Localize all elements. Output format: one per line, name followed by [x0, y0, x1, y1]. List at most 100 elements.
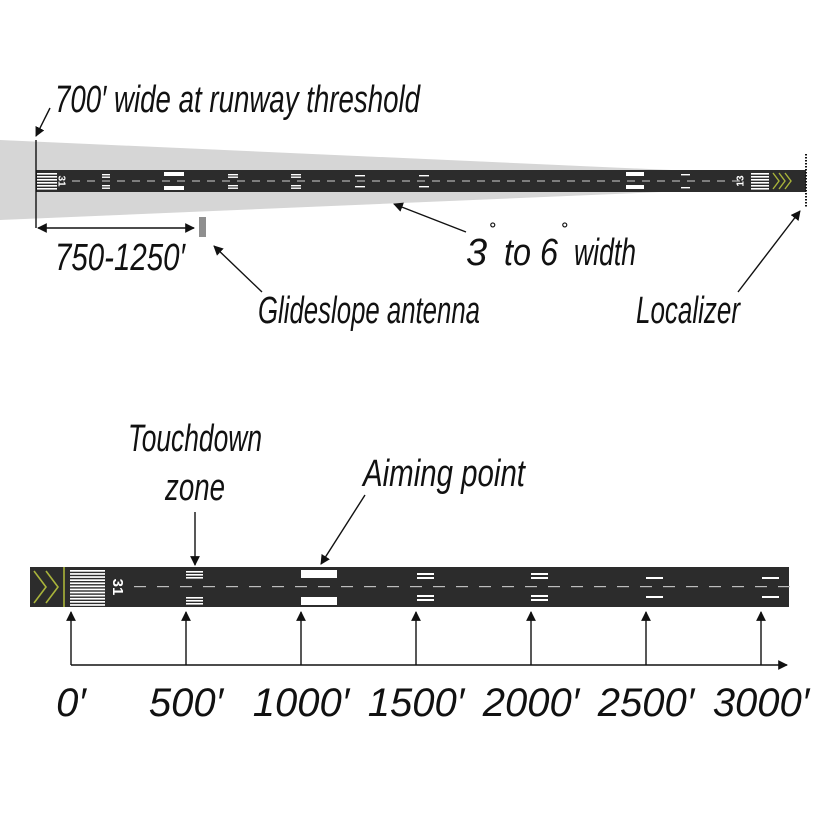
- top-runway-number-left: 31: [55, 175, 66, 187]
- distance-label: 750-1250′: [55, 237, 186, 279]
- beam-width-label: 3 ˚ to 6 ˚ width: [466, 220, 636, 274]
- centerline-dash: [617, 586, 629, 588]
- bottom-markings: [186, 570, 779, 605]
- centerline-dash: [507, 180, 515, 182]
- centerline-dash: [177, 180, 185, 182]
- centerline-dash: [132, 180, 140, 182]
- centerline-dash: [447, 180, 455, 182]
- centerline-dash: [663, 586, 675, 588]
- centerline-dash: [192, 180, 200, 182]
- threshold-bar: [70, 591, 105, 594]
- centerline-dash: [417, 180, 425, 182]
- beam-width-deg1: ˚: [488, 220, 496, 245]
- centerline-dash: [341, 586, 353, 588]
- centerline-dash: [372, 180, 380, 182]
- distance-scale-ticks: 0′ 500′ 1000′ 1500′ 2000′ 2500′ 3000′: [56, 611, 811, 725]
- touchdown-label-line1: Touchdown: [128, 418, 262, 460]
- centerline-dash: [525, 586, 537, 588]
- centerline-dash: [327, 180, 335, 182]
- centerline-dash: [249, 586, 261, 588]
- centerline-dash: [117, 180, 125, 182]
- threshold-bar: [70, 573, 105, 575]
- bottom-runway: [30, 567, 789, 607]
- distance-tick-label: 1500′: [368, 681, 466, 725]
- centerline-dash: [462, 180, 470, 182]
- centerline-dash: [147, 180, 155, 182]
- centerline-dash: [432, 180, 440, 182]
- glideslope-antenna: [199, 217, 206, 237]
- centerline-dash: [479, 586, 491, 588]
- centerline-dash: [597, 180, 605, 182]
- centerline-dash: [702, 180, 710, 182]
- beam-width-deg2: ˚: [560, 220, 568, 245]
- bottom-threshold-bars: [70, 570, 105, 606]
- centerline-dash: [297, 180, 305, 182]
- centerline-dash: [456, 586, 468, 588]
- centerline-dash: [342, 180, 350, 182]
- threshold-bar: [70, 582, 105, 585]
- centerline-dash: [357, 180, 365, 182]
- distance-tick-label: 3000′: [713, 681, 811, 725]
- centerline-dash: [180, 586, 192, 588]
- centerline-dash: [433, 586, 445, 588]
- centerline-dash: [552, 180, 560, 182]
- centerline-dash: [162, 180, 170, 182]
- threshold-bar: [70, 588, 105, 591]
- centerline-dash: [295, 586, 307, 588]
- threshold-width-label: 700′ wide at runway threshold: [55, 79, 421, 121]
- centerline-dash: [642, 180, 650, 182]
- top-threshold-left: [37, 173, 57, 190]
- centerline-dash: [252, 180, 260, 182]
- centerline-dash: [672, 180, 680, 182]
- bottom-runway-number: 31: [109, 579, 126, 596]
- centerline-dash: [203, 586, 215, 588]
- bottom-chevrons: [33, 567, 65, 607]
- centerline-dash: [778, 586, 790, 588]
- aiming-point-arrow: [320, 494, 366, 565]
- distance-tick-label: 1000′: [253, 681, 351, 725]
- top-runway-number-right: 13: [736, 175, 747, 187]
- centerline-dash: [282, 180, 290, 182]
- threshold-bar: [70, 585, 105, 588]
- centerline-dash: [157, 586, 169, 588]
- centerline-dash: [312, 180, 320, 182]
- localizer-arrow: [737, 210, 801, 293]
- centerline-dash: [387, 586, 399, 588]
- beam-width-a: 3: [466, 232, 487, 274]
- centerline-dash: [537, 180, 545, 182]
- centerline-dash: [717, 180, 725, 182]
- distance-tick-label: 500′: [149, 681, 225, 725]
- centerline-dash: [387, 180, 395, 182]
- centerline-dash: [492, 180, 500, 182]
- threshold-bar: [70, 604, 105, 606]
- centerline-dash: [222, 180, 230, 182]
- centerline-dash: [502, 586, 514, 588]
- distance-tick-label: 0′: [56, 681, 87, 725]
- centerline-dash: [627, 180, 635, 182]
- centerline-dash: [207, 180, 215, 182]
- threshold-bar: [70, 594, 105, 597]
- centerline-dash: [640, 586, 652, 588]
- top-diagram: 31 13: [0, 79, 807, 332]
- centerline-dash: [267, 180, 275, 182]
- threshold-width-arrow: [35, 107, 51, 137]
- centerline-dash: [87, 180, 95, 182]
- distance-tick-label: 2000′: [482, 681, 581, 725]
- centerline-dash: [567, 180, 575, 182]
- centerline-dash: [102, 180, 110, 182]
- centerline-dash: [709, 586, 721, 588]
- top-threshold-right: [751, 173, 769, 190]
- threshold-bar: [70, 576, 105, 578]
- centerline-dash: [594, 586, 606, 588]
- beam-width-b: to 6: [504, 232, 559, 274]
- aiming-point-label: Aiming point: [361, 453, 526, 495]
- beam-width-c: width: [574, 232, 636, 274]
- centerline-dash: [571, 586, 583, 588]
- centerline-dash: [687, 180, 695, 182]
- centerline-dash: [732, 586, 744, 588]
- centerline-dash: [548, 586, 560, 588]
- centerline-dash: [72, 180, 80, 182]
- centerline-dash: [134, 586, 146, 588]
- bottom-centerline: [134, 586, 790, 588]
- centerline-dash: [755, 586, 767, 588]
